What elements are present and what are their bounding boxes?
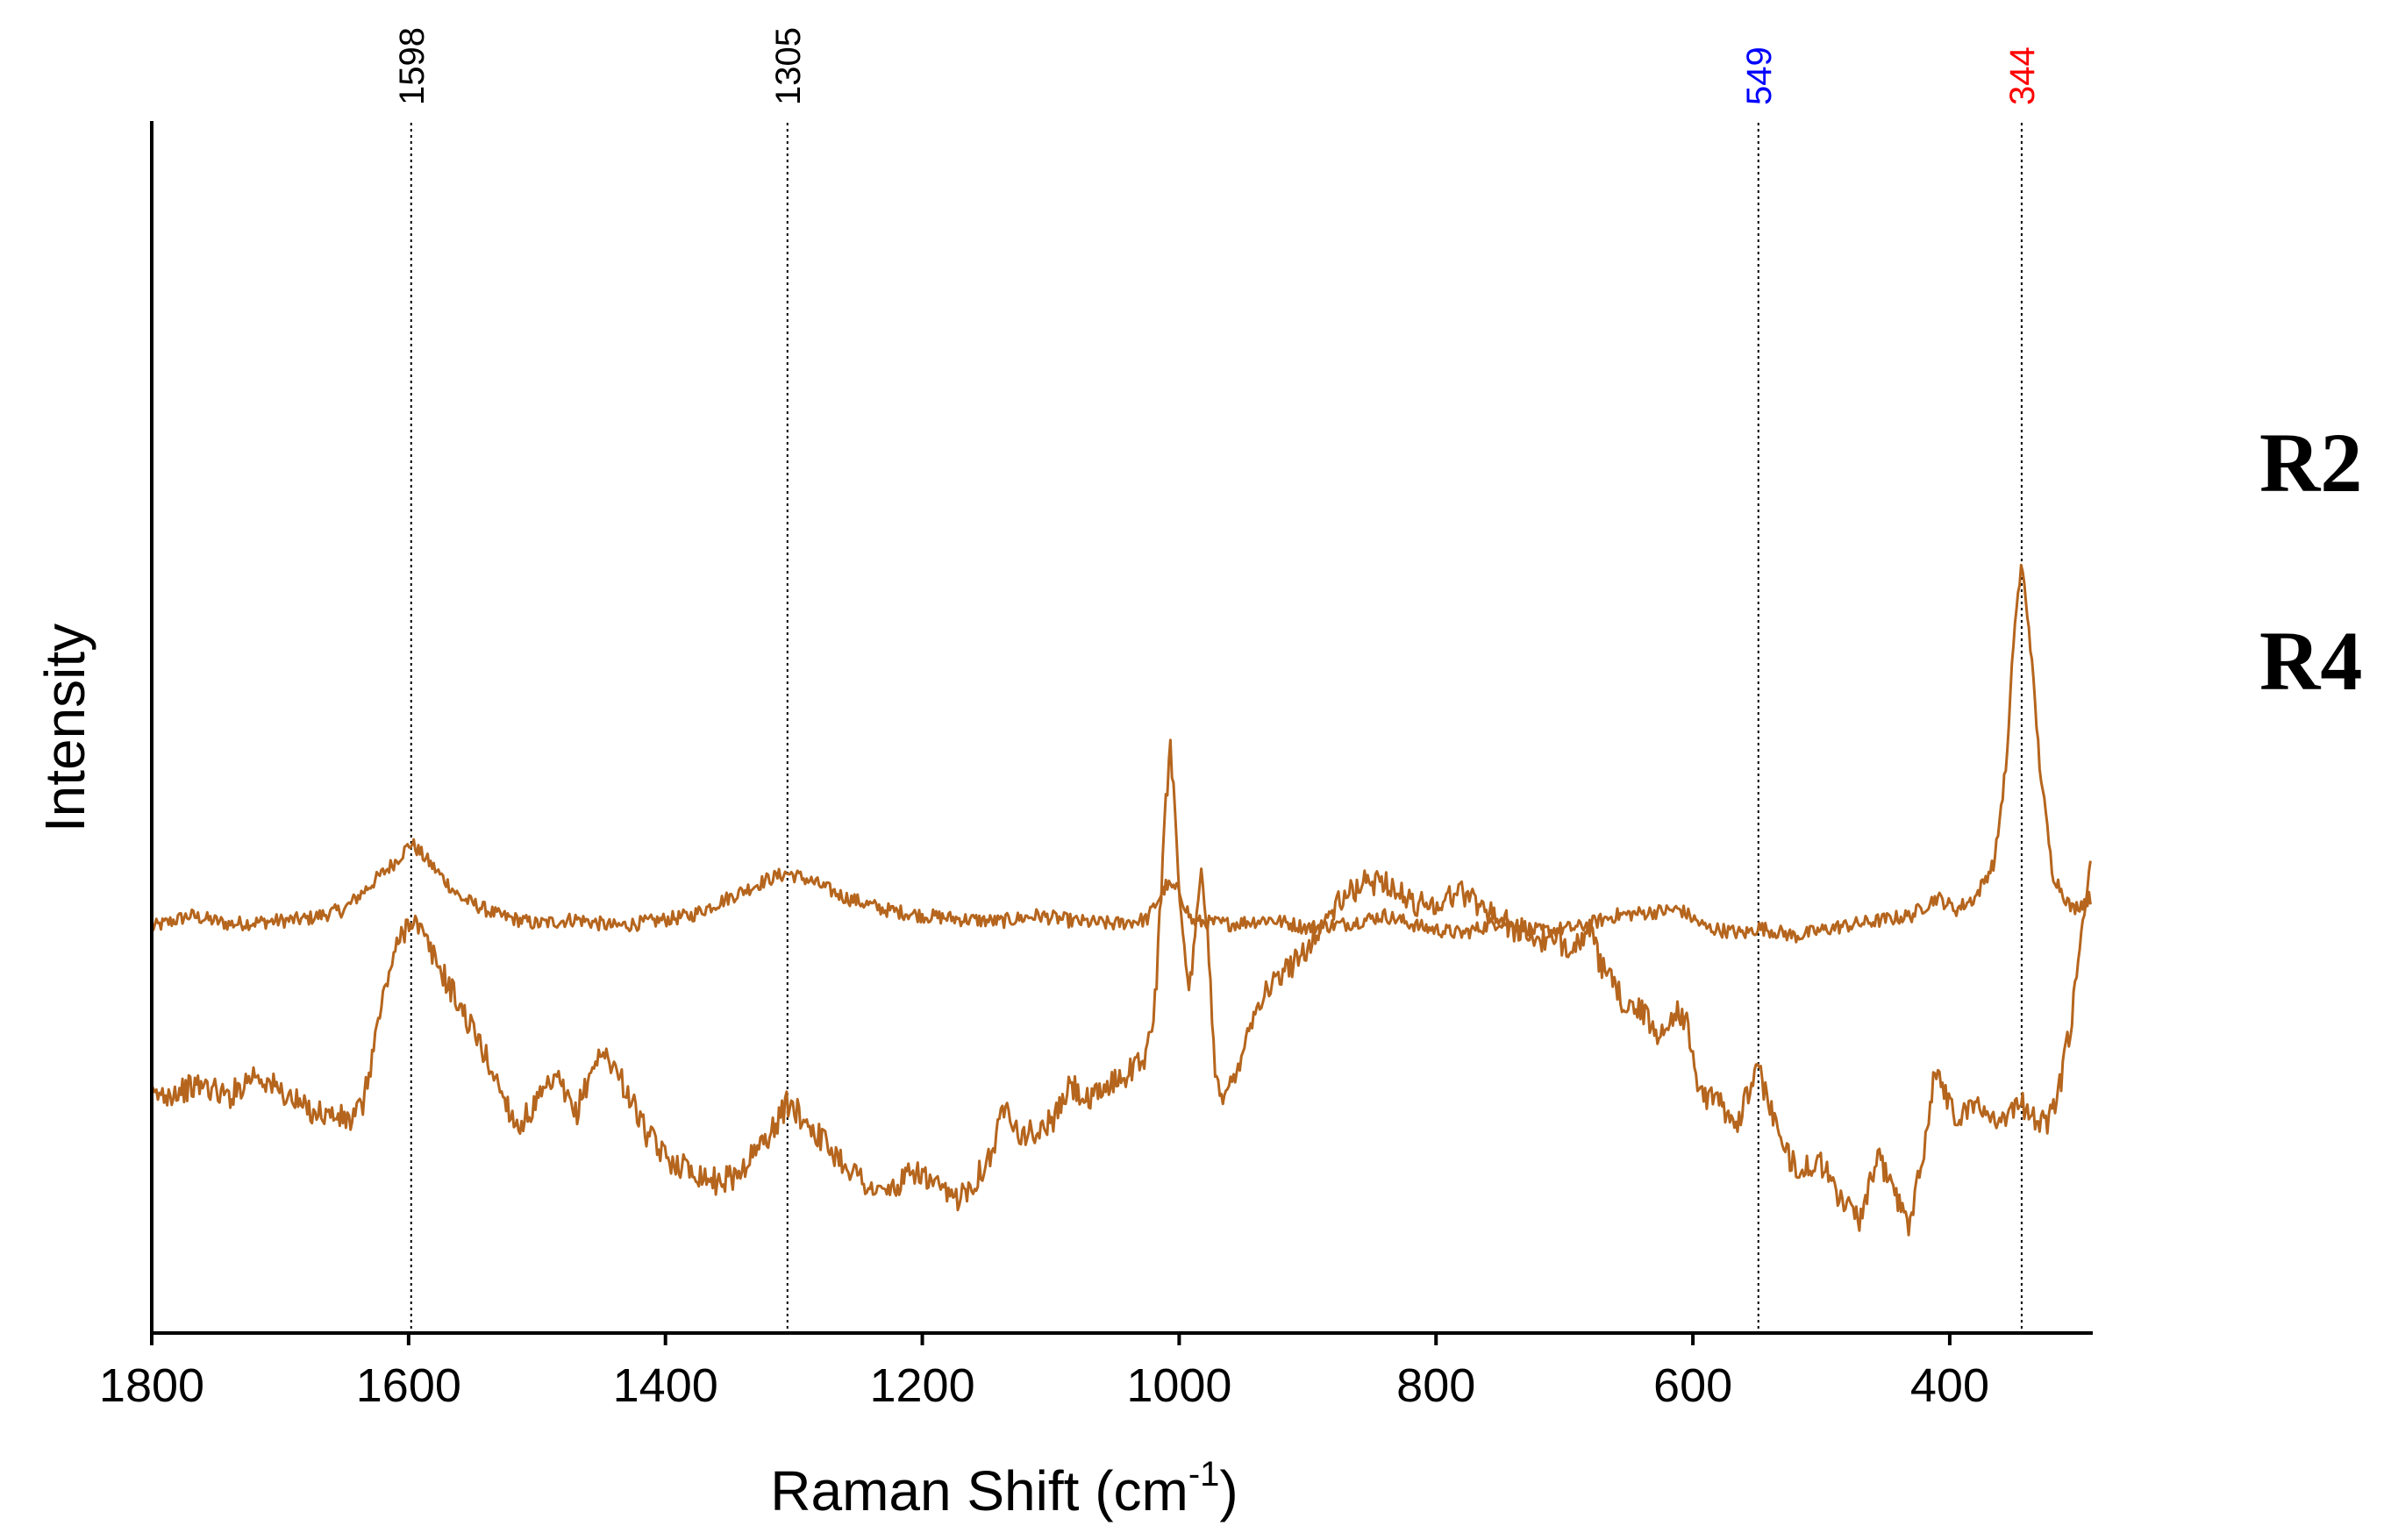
y-axis-title: Intensity	[33, 624, 96, 832]
x-tick-label-1800: 1800	[99, 1359, 204, 1412]
x-tick-layer: 1800 1600 1400 1200 1000 800 600 400	[99, 1333, 1989, 1412]
x-tick-label-600: 600	[1653, 1359, 1732, 1412]
series-line-r4	[150, 738, 2092, 1237]
x-tick-label-800: 800	[1396, 1359, 1475, 1412]
peak-label-1305: 1305	[769, 27, 808, 105]
x-axis-title-main: Raman Shift (cm	[770, 1459, 1188, 1522]
peak-label-344: 344	[2003, 46, 2042, 105]
x-axis-title-superscript: -1	[1188, 1455, 1220, 1494]
x-tick-label-1400: 1400	[613, 1359, 718, 1412]
x-axis-title: Raman Shift (cm-1)	[770, 1455, 1238, 1522]
x-tick-label-1600: 1600	[356, 1359, 461, 1412]
series-line-r2	[150, 563, 2092, 944]
peak-label-549: 549	[1740, 46, 1779, 105]
x-tick-label-1000: 1000	[1126, 1359, 1231, 1412]
x-axis-title-close: )	[1219, 1459, 1238, 1522]
peak-label-1598: 1598	[393, 27, 432, 105]
series-name-r4: R4	[2259, 614, 2362, 708]
series-layer	[150, 563, 2092, 1237]
x-tick-label-400: 400	[1910, 1359, 1989, 1412]
axes-layer	[150, 121, 2093, 1335]
series-name-r2: R2	[2259, 416, 2362, 510]
peak-marker-layer: 1598 1305 549 344	[393, 27, 2042, 1333]
x-tick-label-1200: 1200	[869, 1359, 974, 1412]
